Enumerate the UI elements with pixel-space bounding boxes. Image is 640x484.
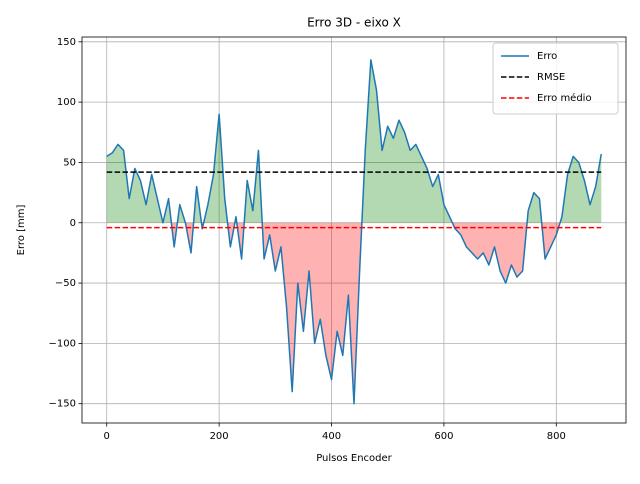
y-tick-label: −150 (49, 399, 76, 410)
legend-label: RMSE (537, 72, 565, 83)
y-tick-label: −100 (49, 338, 76, 349)
y-tick-label: 0 (70, 218, 76, 229)
x-axis-label: Pulsos Encoder (316, 453, 392, 464)
y-tick-label: 50 (63, 157, 76, 168)
legend-label: Erro (537, 51, 557, 62)
x-tick-label: 200 (210, 431, 229, 442)
y-tick-label: 150 (57, 37, 76, 48)
fill-negative (171, 222, 561, 404)
y-tick-label: −50 (55, 278, 76, 289)
x-tick-label: 600 (434, 431, 453, 442)
legend-label: Erro médio (537, 92, 592, 104)
y-axis-label: Erro [mm] (16, 205, 27, 256)
x-tick-label: 800 (547, 431, 566, 442)
plot-frame (81, 36, 627, 424)
y-tick-label: 100 (57, 97, 76, 108)
chart-title: Erro 3D - eixo X (307, 16, 401, 30)
x-tick-label: 400 (322, 431, 341, 442)
x-tick-label: 0 (104, 431, 110, 442)
legend-box (492, 42, 619, 115)
line (106, 59, 603, 405)
fill-positive (106, 59, 602, 223)
